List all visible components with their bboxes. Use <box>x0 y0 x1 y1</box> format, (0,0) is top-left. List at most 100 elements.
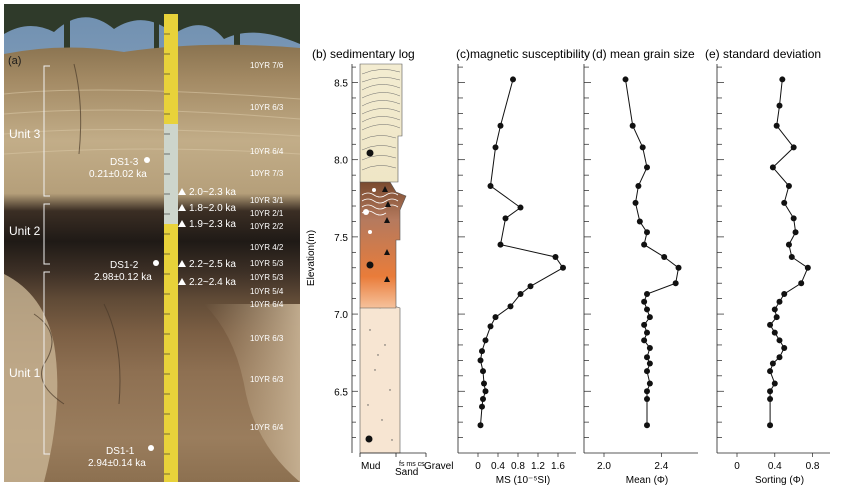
data-point <box>767 422 774 429</box>
cross-bedding <box>361 69 401 171</box>
data-point <box>552 253 559 260</box>
munsell-label: 10YR 5/3 <box>250 259 284 268</box>
data-point <box>492 144 499 151</box>
sample-id-ds1-3: DS1-3 <box>110 157 139 168</box>
plot-x-tick-label: 1.6 <box>551 461 565 472</box>
data-point <box>790 144 797 151</box>
data-point <box>479 403 485 410</box>
data-point <box>675 264 682 271</box>
data-point <box>644 354 650 361</box>
log-sand-dots <box>367 329 393 441</box>
log-xlabel-sand: Sand <box>395 467 418 478</box>
sample-age-ds1-3: 0.21±0.02 ka <box>89 169 147 180</box>
data-point <box>641 321 648 328</box>
data-point <box>776 102 783 109</box>
data-point <box>785 241 792 248</box>
data-point <box>644 229 650 236</box>
series-line <box>625 79 680 426</box>
data-point <box>629 122 636 129</box>
data-point <box>767 388 774 395</box>
c14-age-5: 2.2~2.4 ka <box>189 277 236 288</box>
data-point <box>480 395 486 402</box>
data-point <box>767 395 774 402</box>
log-xlabel-fs-ms-cs: fs ms cs <box>399 461 425 468</box>
data-point <box>644 329 650 336</box>
plot-magnetic-susceptibility: 0 0.4 0.8 1.2 1.6MS (10⁻⁵SI) <box>457 64 576 486</box>
data-point <box>785 182 792 189</box>
data-point <box>487 323 494 330</box>
data-point <box>644 291 650 298</box>
data-point <box>771 329 778 336</box>
data-point <box>635 182 642 189</box>
munsell-label: 10YR 4/2 <box>250 243 284 252</box>
munsell-label: 10YR 6/3 <box>250 334 284 343</box>
data-point <box>644 395 650 402</box>
plot-x-tick-label: 0.8 <box>806 461 820 472</box>
elev-axis-label: Elevation(m) <box>306 230 317 286</box>
c14-age-2: 1.8~2.0 ka <box>189 203 236 214</box>
sample-dot-ds1-3 <box>144 157 150 163</box>
sedimentary-log: Mud fs ms cs Sand Gravel <box>359 63 453 478</box>
data-point <box>771 306 778 313</box>
elev-tick-label: 8.0 <box>334 156 348 167</box>
munsell-label: 10YR 6/3 <box>250 375 284 384</box>
data-point <box>771 380 778 387</box>
data-point <box>798 280 805 287</box>
sample-age-ds1-1: 2.94±0.14 ka <box>88 458 146 469</box>
data-point <box>773 314 780 321</box>
panel-title-d: (d) mean grain size <box>592 47 695 61</box>
plot-x-axis-label: MS (10⁻⁵SI) <box>496 475 550 486</box>
data-point <box>497 241 504 248</box>
data-point <box>769 164 776 171</box>
munsell-label: 10YR 7/6 <box>250 61 284 70</box>
data-point <box>641 241 648 248</box>
elevation-axis: 6.5 7.0 7.5 8.0 8.5 Elevation(m) <box>306 64 358 453</box>
log-osl-dot-lower <box>365 435 373 443</box>
data-point <box>502 215 509 222</box>
data-point <box>792 229 799 236</box>
data-point <box>482 388 489 395</box>
data-point <box>781 345 788 352</box>
plot-x-tick-label: 2.0 <box>597 461 611 472</box>
data-point <box>487 182 494 189</box>
data-point <box>517 291 524 298</box>
data-point <box>790 215 797 222</box>
data-point <box>776 337 783 344</box>
munsell-label: 10YR 3/1 <box>250 196 284 205</box>
plot-x-axis-label: Mean (Φ) <box>626 475 668 486</box>
data-point <box>644 422 650 429</box>
data-point <box>804 264 811 271</box>
sample-dot-ds1-1 <box>148 445 154 451</box>
data-point <box>646 360 653 367</box>
plot-x-tick-label: 0.4 <box>768 461 782 472</box>
data-point <box>560 264 566 271</box>
log-xlabel-gravel: Gravel <box>424 461 453 472</box>
sample-id-ds1-1: DS1-1 <box>106 446 135 457</box>
unit-3-label: Unit 3 <box>9 127 41 141</box>
plot-x-tick-label: 2.4 <box>654 461 668 472</box>
elev-tick-label: 6.5 <box>334 387 348 398</box>
log-unit-1 <box>359 305 401 454</box>
data-point <box>672 280 679 287</box>
tree-silhouettes <box>4 4 300 59</box>
data-point <box>479 348 485 355</box>
data-point <box>517 204 524 211</box>
panel-title-b: (b) sedimentary log <box>312 47 415 61</box>
panel-label-a: (a) <box>8 55 21 67</box>
munsell-label: 10YR 5/4 <box>250 287 284 296</box>
series-line <box>769 79 809 426</box>
data-point <box>646 314 653 321</box>
plot-x-tick-label: 0 <box>475 461 481 472</box>
data-point <box>781 199 788 206</box>
data-point <box>661 253 668 260</box>
munsell-label: 10YR 7/3 <box>250 169 284 178</box>
plot-mean-grain-size: 2.0 2.4 Mean (Φ) <box>583 64 698 486</box>
sample-age-ds1-2: 2.98±0.12 ka <box>94 272 152 283</box>
elev-tick-label: 7.5 <box>334 233 348 244</box>
data-point <box>507 303 514 310</box>
outcrop-photo: (a) Unit 3 Unit 2 Unit 1 DS1-3 0.21±0.02… <box>4 4 300 482</box>
log-unit-2 <box>359 181 407 309</box>
data-point <box>644 368 650 375</box>
data-point <box>767 321 774 328</box>
data-point <box>779 76 786 83</box>
